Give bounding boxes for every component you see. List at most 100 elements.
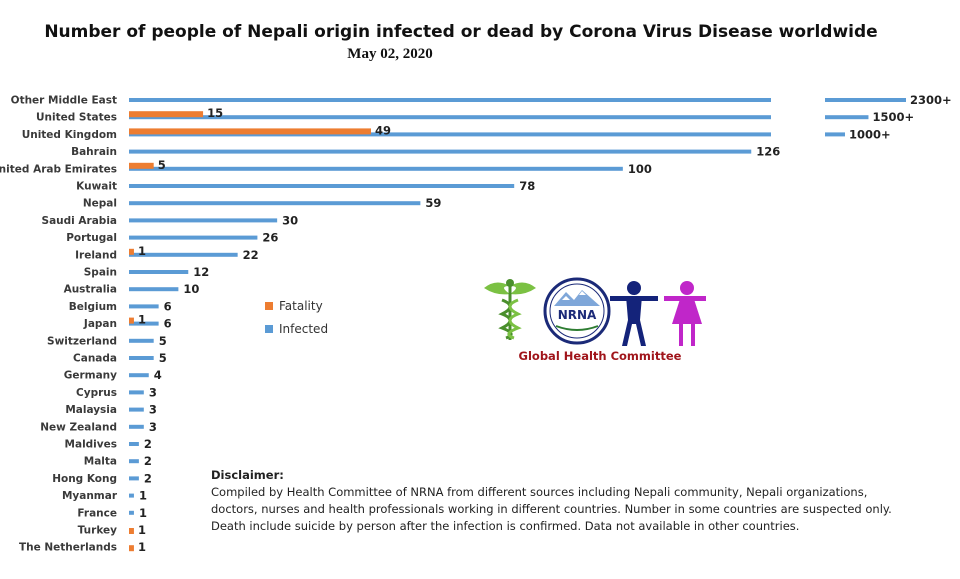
infected-bar [129, 424, 144, 429]
male-figure-icon [610, 281, 658, 346]
infected-bar [129, 304, 159, 309]
fatality-bar [129, 528, 134, 534]
category-label: Germany [64, 370, 117, 382]
category-label: Nepal [83, 198, 117, 210]
infected-value-label: 3 [149, 420, 157, 434]
legend-item-fatality: Fatality [265, 294, 328, 317]
legend-swatch-infected [265, 324, 273, 333]
fatality-value-label: 1 [138, 313, 146, 327]
infected-value-label: 26 [262, 231, 278, 245]
category-label: Other Middle East [11, 95, 117, 107]
infected-bar [129, 98, 771, 102]
fatality-value-label: 1 [138, 523, 146, 537]
fatality-value-label: 1 [138, 540, 146, 554]
infected-bar [129, 442, 139, 446]
category-label: Bahrain [71, 146, 117, 158]
category-label: Maldives [65, 439, 117, 451]
legend-label-infected: Infected [279, 321, 329, 336]
chart-subtitle: May 02, 2020 [347, 46, 433, 62]
disclaimer: Disclaimer: Compiled by Health Committee… [211, 467, 931, 535]
category-label: Cyprus [76, 387, 117, 399]
infected-value-label: 126 [756, 145, 780, 159]
infected-value-label: 2 [144, 454, 152, 468]
caduceus-icon [484, 279, 536, 340]
fatality-value-label: 15 [207, 106, 223, 120]
infected-value-label: 1000+ [849, 127, 891, 141]
nrna-emblem-text: NRNA [558, 308, 597, 322]
category-label: Belgium [69, 301, 117, 313]
infected-bar [129, 201, 421, 206]
infected-bar [129, 252, 238, 257]
infected-value-label: 1500+ [872, 110, 914, 124]
fatality-value-label: 1 [138, 244, 146, 258]
category-label: France [77, 507, 117, 519]
infected-value-label: 22 [243, 248, 259, 262]
disclaimer-line: Compiled by Health Committee of NRNA fro… [211, 485, 868, 499]
infected-bar [129, 407, 144, 412]
category-label: Saudi Arabia [42, 215, 117, 227]
category-label: United Kingdom [22, 129, 117, 141]
infected-value-label: 2 [144, 437, 152, 451]
fatality-bar [129, 248, 134, 255]
infected-bar-overflow [825, 132, 845, 137]
legend-swatch-fatality [265, 301, 273, 310]
infected-value-label: 78 [519, 179, 535, 193]
infected-bar [129, 493, 134, 498]
infected-value-label: 2300+ [910, 93, 952, 107]
category-label: Myanmar [62, 490, 118, 502]
infected-bar [129, 338, 154, 343]
category-label: Turkey [78, 525, 117, 537]
org-caption: Global Health Committee [518, 349, 682, 363]
infected-value-label: 5 [159, 334, 167, 348]
infected-bar [129, 287, 179, 292]
infected-value-label: 2 [144, 471, 152, 485]
infected-bar [129, 166, 623, 171]
category-label: Australia [64, 284, 117, 296]
fatality-bar [129, 545, 134, 552]
female-figure-icon [664, 281, 706, 346]
infected-bar [129, 390, 144, 395]
category-label: Ireland [75, 249, 117, 261]
infected-value-label: 3 [149, 385, 157, 399]
nrna-emblem: NRNA [543, 277, 611, 345]
fatality-bar [129, 162, 154, 169]
disclaimer-heading: Disclaimer: [211, 468, 284, 482]
category-label: Canada [73, 353, 117, 365]
infected-value-label: 6 [164, 299, 172, 313]
infected-bar-overflow [825, 115, 869, 120]
category-label: United Arab Emirates [0, 163, 117, 175]
health-committee-logo: NRNA [484, 277, 706, 346]
infected-bar [129, 184, 515, 188]
infected-bar [129, 149, 752, 154]
fatality-value-label: 49 [375, 123, 391, 137]
category-label: Kuwait [76, 181, 117, 193]
infected-bar [129, 235, 258, 240]
infected-bar [129, 373, 149, 378]
fatality-bar [129, 317, 134, 324]
fatality-bar [129, 128, 371, 135]
category-label: The Netherlands [19, 542, 117, 554]
infected-value-label: 5 [159, 351, 167, 365]
infected-value-label: 6 [164, 317, 172, 331]
fatality-value-label: 5 [158, 158, 166, 172]
infected-bar [129, 218, 278, 223]
fatality-bar [129, 111, 204, 118]
category-label: Spain [84, 267, 117, 279]
infected-bar [129, 510, 134, 515]
category-label: Switzerland [47, 335, 117, 347]
legend-item-infected: Infected [265, 317, 328, 340]
infected-value-label: 1 [139, 489, 147, 503]
infected-value-label: 59 [425, 196, 441, 210]
category-label: Japan [83, 318, 117, 330]
infected-value-label: 100 [628, 162, 652, 176]
category-label: Portugal [66, 232, 117, 244]
infected-bar [129, 132, 771, 137]
infected-value-label: 4 [154, 368, 162, 382]
category-label: Malaysia [65, 404, 117, 416]
infected-value-label: 12 [193, 265, 209, 279]
infected-value-label: 3 [149, 403, 157, 417]
infected-bar [129, 270, 189, 274]
infected-bar [129, 115, 771, 120]
infected-bar [129, 321, 159, 326]
